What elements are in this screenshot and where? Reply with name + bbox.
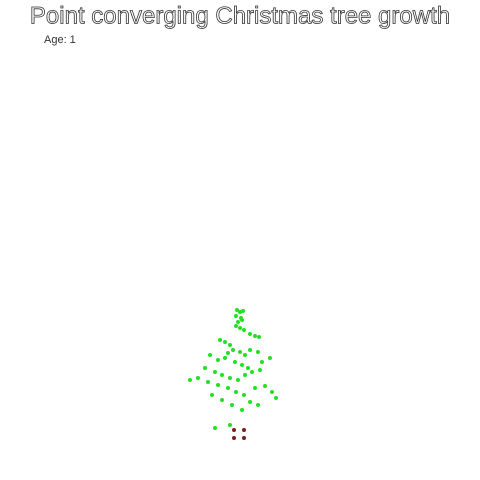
point — [248, 400, 252, 404]
point — [240, 408, 244, 412]
point — [203, 366, 207, 370]
point — [243, 373, 247, 377]
point — [233, 360, 237, 364]
point — [216, 383, 220, 387]
point — [188, 378, 192, 382]
point — [246, 366, 250, 370]
point — [208, 353, 212, 357]
point — [241, 309, 245, 313]
chart-subtitle: Age: 1 — [44, 34, 76, 46]
point — [196, 376, 200, 380]
point — [253, 386, 257, 390]
point — [256, 403, 260, 407]
point — [228, 376, 232, 380]
point — [220, 398, 224, 402]
point — [258, 368, 262, 372]
point — [260, 360, 264, 364]
point — [248, 348, 252, 352]
point — [230, 403, 234, 407]
point — [232, 436, 236, 440]
point — [257, 335, 261, 339]
point — [226, 386, 230, 390]
point — [234, 314, 238, 318]
point — [231, 348, 235, 352]
point — [228, 423, 232, 427]
point — [232, 428, 236, 432]
point — [256, 350, 260, 354]
point — [238, 350, 242, 354]
point — [223, 340, 227, 344]
point — [234, 324, 238, 328]
point — [234, 390, 238, 394]
point — [206, 380, 210, 384]
point — [213, 426, 217, 430]
point — [235, 308, 239, 312]
point — [218, 338, 222, 342]
point — [223, 356, 227, 360]
point — [210, 393, 214, 397]
point — [226, 351, 230, 355]
chart-title: Point converging Christmas tree growth — [30, 2, 450, 29]
point — [274, 396, 278, 400]
point — [270, 390, 274, 394]
point — [242, 436, 246, 440]
point — [240, 363, 244, 367]
point — [238, 326, 242, 330]
point — [242, 428, 246, 432]
point — [216, 358, 220, 362]
point — [240, 318, 244, 322]
point — [263, 384, 267, 388]
point — [242, 328, 246, 332]
point — [250, 370, 254, 374]
point — [268, 356, 272, 360]
point — [242, 393, 246, 397]
point — [228, 343, 232, 347]
point — [236, 320, 240, 324]
point — [243, 353, 247, 357]
point — [253, 334, 257, 338]
point — [220, 373, 224, 377]
point — [213, 370, 217, 374]
point — [236, 378, 240, 382]
point — [248, 332, 252, 336]
